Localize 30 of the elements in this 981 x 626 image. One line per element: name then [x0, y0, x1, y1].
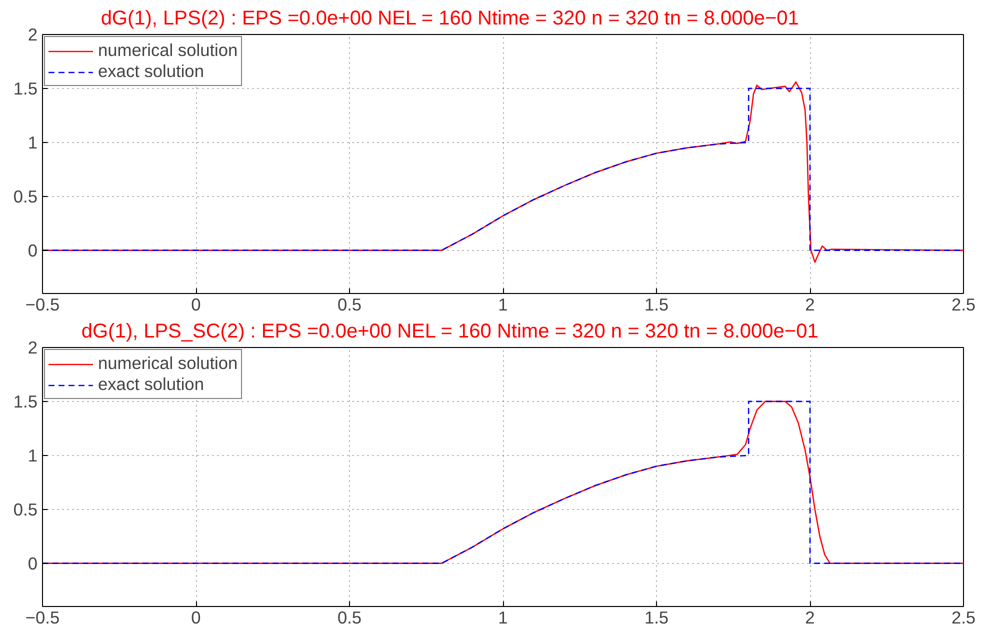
x-tick-label: 0.5 [337, 608, 362, 626]
legend-label: exact solution [98, 374, 204, 395]
chart-title: dG(1), LPS(2) : EPS =0.0e+00 NEL = 160 Ntime = 320 n = 320 tn = 8.000e−01 [100, 8, 799, 30]
x-tick-label: 0.5 [337, 294, 362, 314]
x-tick-label: 0 [191, 294, 201, 314]
y-tick-label: 0.5 [13, 499, 38, 520]
y-tick-label: 1 [28, 132, 38, 152]
x-tick-label: 1 [498, 608, 508, 626]
x-tick-label: 2.5 [951, 294, 976, 314]
y-tick-label: 1.5 [13, 391, 38, 412]
y-tick-label: 0 [28, 553, 38, 574]
x-tick-label: 2.5 [951, 608, 976, 626]
x-tick-label: 1.5 [644, 608, 669, 626]
y-tick-label: 2 [28, 338, 38, 358]
y-tick-label: 2 [28, 24, 38, 44]
y-tick-label: 0.5 [13, 186, 38, 206]
x-tick-label: 1.5 [644, 294, 669, 314]
legend-label: numerical solution [98, 40, 238, 61]
y-tick-label: 1 [28, 445, 38, 466]
x-tick-label: 2 [805, 294, 815, 314]
x-tick-label: −0.5 [25, 294, 60, 314]
legend-label: numerical solution [98, 353, 238, 374]
x-tick-label: 0 [191, 608, 201, 626]
y-tick-label: 1.5 [13, 78, 38, 98]
x-tick-label: −0.5 [25, 608, 60, 626]
x-tick-label: 2 [805, 608, 815, 626]
y-tick-label: 0 [28, 240, 38, 260]
chart-title: dG(1), LPS_SC(2) : EPS =0.0e+00 NEL = 160 Ntime = 320 n = 320 tn = 8.000e−01 [81, 320, 818, 342]
legend-label: exact solution [98, 61, 204, 82]
x-tick-label: 1 [498, 294, 508, 314]
